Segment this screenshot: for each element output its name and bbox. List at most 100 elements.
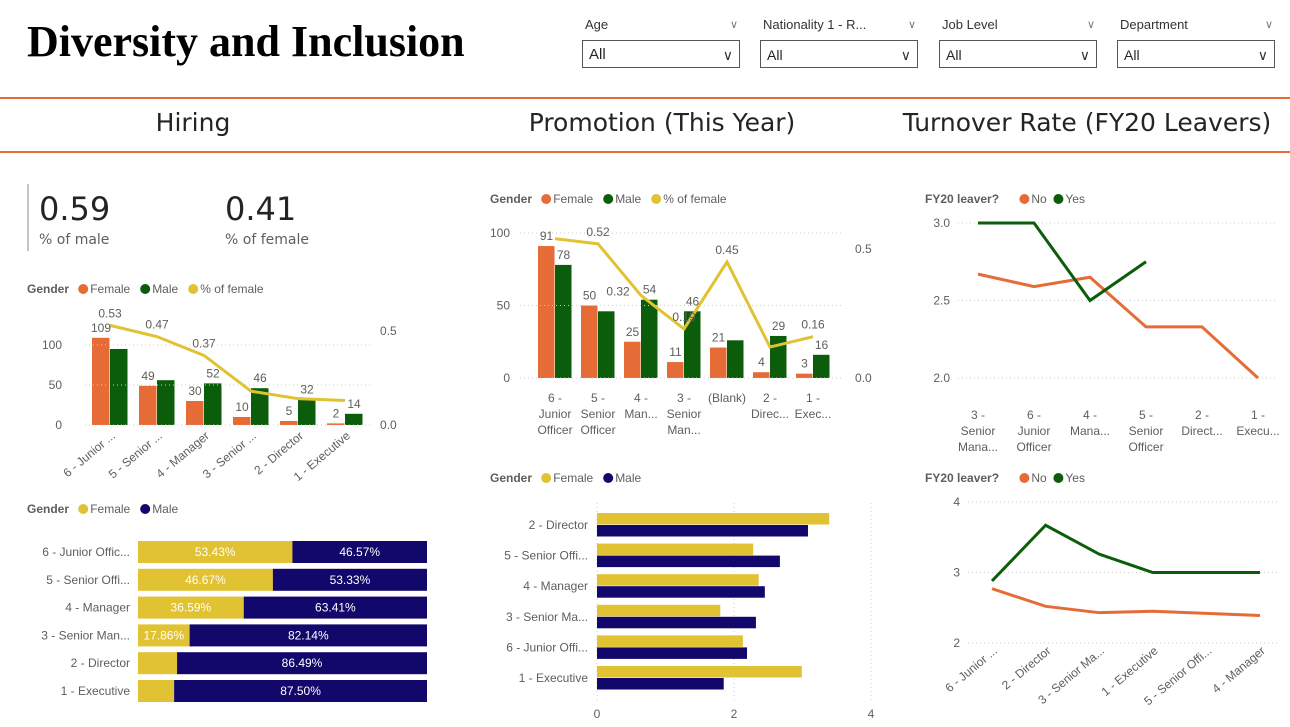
chevron-down-icon[interactable]: ∨ (907, 19, 916, 31)
female-bar[interactable] (597, 574, 759, 586)
female-stack-bar[interactable] (138, 624, 190, 647)
female-bar[interactable] (92, 337, 110, 425)
age-slicer[interactable]: Age ∨ All ∨ (582, 14, 740, 68)
legend-item-label: Male (152, 502, 178, 516)
male-stack-bar[interactable] (272, 568, 427, 591)
x-axis-label: 6 - (548, 391, 562, 405)
male-bar[interactable] (684, 311, 701, 378)
male-bar[interactable] (727, 340, 744, 378)
job-level-slicer[interactable]: Job Level ∨ All ∨ (939, 14, 1097, 68)
line-data-label: 0.32 (606, 284, 630, 298)
male-bar[interactable] (597, 555, 780, 568)
female-bar[interactable] (753, 372, 770, 378)
x-axis-label: Junior (1018, 424, 1051, 438)
y-axis-label: 3 - Senior Ma... (506, 610, 588, 624)
y-axis-label: 6 - Junior Offi... (506, 640, 588, 654)
x-axis-label: 6 - Junior ... (942, 644, 1000, 695)
line-data-label: 0.53 (98, 306, 122, 320)
female-bar[interactable] (233, 417, 251, 425)
data-label: 49 (141, 369, 155, 383)
chevron-down-icon[interactable]: ∨ (1264, 19, 1273, 31)
data-label: 63.41% (315, 601, 356, 615)
female-bar[interactable] (280, 421, 298, 425)
line-data-label: 0.47 (145, 318, 169, 332)
male-bar[interactable] (345, 413, 363, 425)
data-label: 78 (557, 248, 571, 262)
legend-marker (78, 284, 89, 294)
male-bar[interactable] (555, 264, 572, 378)
male-bar[interactable] (157, 380, 175, 425)
female-bar[interactable] (796, 373, 813, 378)
series-line-yes[interactable] (978, 221, 1147, 303)
female-bar[interactable] (597, 543, 754, 556)
female-bar[interactable] (667, 362, 684, 378)
female-bar[interactable] (597, 635, 743, 647)
male-stack-bar[interactable] (243, 596, 427, 619)
male-stack-bar[interactable] (189, 624, 427, 647)
series-line-no[interactable] (977, 272, 1260, 380)
female-stack-bar[interactable] (138, 541, 293, 563)
nationality-slicer[interactable]: Nationality 1 - R... ∨ All ∨ (760, 14, 918, 68)
male-stack-bar[interactable] (292, 541, 427, 563)
series-line-yes[interactable] (990, 523, 1260, 583)
data-label: 54 (643, 283, 657, 297)
female-bar[interactable] (597, 666, 802, 678)
legend-marker (603, 473, 614, 483)
male-bar[interactable] (597, 586, 765, 598)
male-bar[interactable] (813, 354, 830, 378)
age-dropdown[interactable]: All ∨ (582, 40, 740, 68)
x-axis-label: 2 - Director (999, 644, 1053, 693)
male-stack-bar[interactable] (174, 680, 427, 702)
legend-item-label: Female (553, 192, 593, 206)
chevron-down-icon: ∨ (1257, 47, 1268, 63)
female-bar[interactable] (710, 347, 727, 378)
chevron-down-icon[interactable]: ∨ (729, 19, 738, 31)
male-bar[interactable] (251, 388, 269, 425)
x-axis-label: 6 - (1027, 408, 1041, 422)
job-level-dropdown[interactable]: All ∨ (939, 40, 1097, 68)
y-axis-label: 4 - Manager (523, 579, 588, 593)
y-axis-tick: 50 (49, 378, 63, 392)
nationality-dropdown[interactable]: All ∨ (760, 40, 918, 68)
page-title: Diversity and Inclusion (27, 17, 465, 66)
slicer-value: All (589, 46, 606, 63)
female-stack-bar[interactable] (138, 680, 175, 702)
male-bar[interactable] (298, 399, 316, 425)
y2-axis-tick: 0.0 (380, 418, 397, 432)
male-bar[interactable] (597, 616, 756, 629)
legend-item-label: Male (152, 282, 178, 296)
department-dropdown[interactable]: All ∨ (1117, 40, 1275, 68)
male-bar[interactable] (204, 383, 222, 425)
legend-marker (541, 194, 552, 204)
female-bar[interactable] (139, 385, 157, 425)
male-stack-bar[interactable] (177, 652, 427, 675)
male-bar[interactable] (597, 678, 724, 690)
department-slicer[interactable]: Department ∨ All ∨ (1117, 14, 1275, 68)
female-bar[interactable] (186, 401, 204, 425)
male-bar[interactable] (597, 647, 748, 659)
y-axis-label: 2 - Director (71, 656, 130, 670)
female-bar[interactable] (597, 513, 830, 525)
female-bar[interactable] (597, 604, 721, 617)
male-bar[interactable] (597, 525, 808, 537)
chevron-down-icon: ∨ (900, 47, 911, 63)
male-bar[interactable] (110, 349, 128, 425)
female-bar[interactable] (327, 423, 345, 425)
x-axis-tick: 2 (731, 707, 738, 721)
y-axis-label: 4 - Manager (65, 601, 130, 615)
female-bar[interactable] (624, 341, 641, 378)
series-line-no[interactable] (991, 587, 1261, 618)
y-axis-label: 3 - Senior Man... (41, 628, 130, 642)
chevron-down-icon[interactable]: ∨ (1086, 19, 1095, 31)
legend-marker (140, 504, 151, 514)
male-bar[interactable] (641, 299, 658, 378)
female-bar[interactable] (581, 305, 598, 379)
female-stack-bar[interactable] (138, 652, 178, 675)
line-data-label: 0.37 (192, 336, 216, 350)
female-bar[interactable] (538, 246, 555, 378)
female-stack-bar[interactable] (138, 568, 273, 591)
legend-marker (1053, 473, 1064, 483)
legend-marker (1053, 194, 1064, 204)
male-bar[interactable] (598, 311, 615, 378)
female-stack-bar[interactable] (138, 596, 244, 619)
